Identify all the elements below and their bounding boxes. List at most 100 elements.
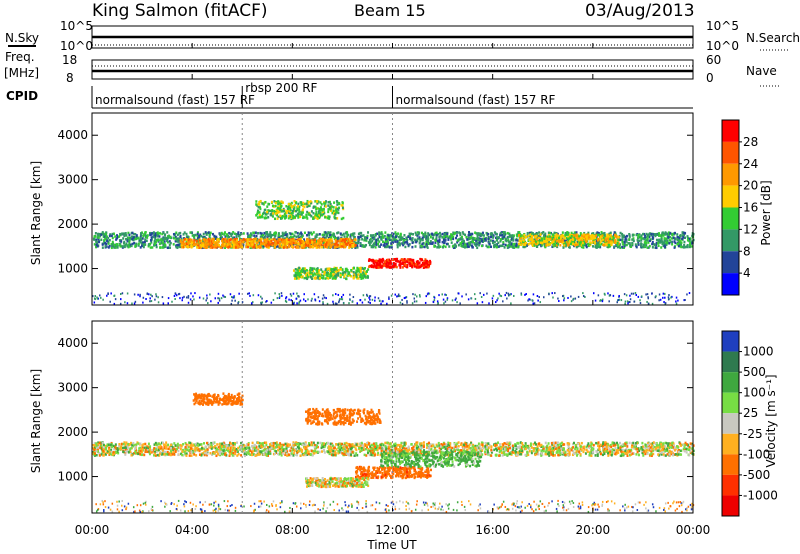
echo-pixel [533, 241, 536, 245]
echo-pixel [471, 232, 474, 236]
echo-pixel [149, 239, 152, 242]
echo-pixel [211, 241, 214, 245]
echo-pixel [324, 216, 327, 219]
echo-pixel [535, 234, 538, 238]
echo-pixel [220, 231, 223, 235]
echo-pixel [261, 244, 264, 248]
noise-pixel [582, 295, 585, 298]
noise-pixel [209, 293, 211, 296]
noise-pixel [377, 297, 380, 300]
echo-pixel [418, 231, 421, 235]
noise-pixel [563, 297, 566, 300]
echo-pixel [510, 243, 513, 246]
echo-pixel [453, 246, 456, 249]
echo-pixel [316, 201, 319, 205]
echo-pixel [383, 244, 386, 247]
echo-pixel [236, 239, 239, 242]
noise-pixel [280, 292, 283, 295]
echo-pixel [593, 236, 596, 240]
echo-pixel [246, 232, 249, 235]
echo-pixel [502, 233, 505, 236]
echo-pixel [548, 235, 551, 238]
echo-pixel [232, 240, 235, 243]
noise-pixel [231, 299, 233, 302]
echo-pixel [491, 241, 494, 245]
echo-pixel [267, 216, 270, 219]
echo-pixel [575, 245, 578, 249]
echo-pixel [438, 235, 441, 239]
echo-pixel [261, 202, 264, 205]
echo-pixel [380, 232, 383, 236]
echo-pixel [327, 208, 330, 211]
echo-pixel [227, 246, 230, 249]
noise-pixel [601, 298, 604, 301]
echo-pixel [561, 238, 564, 242]
echo-pixel [225, 244, 228, 247]
echo-pixel [335, 208, 338, 211]
echo-pixel [599, 237, 602, 240]
echo-pixel [237, 244, 240, 248]
echo-pixel [105, 245, 108, 248]
echo-pixel [404, 241, 407, 244]
echo-pixel [446, 232, 449, 236]
noise-pixel [187, 295, 190, 298]
noise-pixel [230, 296, 233, 299]
echo-pixel [561, 231, 564, 234]
echo-pixel [562, 241, 565, 244]
echo-pixel [409, 234, 412, 237]
echo-pixel [410, 259, 413, 262]
echo-pixel [100, 238, 103, 242]
echo-pixel [637, 234, 640, 237]
noise-pixel [125, 508, 127, 511]
echo-pixel [510, 235, 513, 238]
echo-pixel [187, 241, 190, 244]
echo-pixel [580, 236, 583, 240]
echo-pixel [519, 234, 522, 238]
echo-pixel [487, 237, 490, 241]
echo-pixel [610, 236, 613, 240]
noise-pixel [624, 302, 626, 305]
echo-pixel [524, 244, 527, 248]
echo-pixel [461, 244, 464, 247]
echo-pixel [139, 241, 142, 244]
echo-pixel [403, 257, 406, 261]
echo-pixel [318, 233, 321, 236]
echo-pixel [355, 241, 358, 245]
echo-pixel [213, 246, 216, 249]
echo-pixel [130, 244, 133, 248]
echo-pixel [676, 233, 679, 236]
noise-pixel [229, 504, 232, 507]
echo-pixel [421, 245, 424, 248]
echo-pixel [606, 237, 609, 240]
echo-pixel [306, 239, 309, 242]
echo-pixel [307, 244, 310, 247]
echo-pixel [306, 199, 309, 203]
echo-pixel [303, 238, 306, 241]
echo-pixel [407, 235, 410, 239]
echo-pixel [374, 246, 377, 249]
noise-pixel [230, 302, 233, 305]
echo-pixel [544, 232, 547, 236]
echo-pixel [249, 239, 252, 243]
echo-pixel [189, 240, 192, 244]
echo-pixel [343, 275, 346, 278]
echo-pixel [227, 242, 230, 245]
echo-pixel [299, 215, 302, 218]
echo-pixel [348, 243, 351, 247]
echo-pixel [572, 234, 575, 237]
echo-pixel [318, 246, 321, 249]
echo-pixel [104, 237, 107, 241]
power-colorbar-label: Power [dB] [759, 180, 773, 245]
noise-pixel [252, 294, 255, 297]
echo-pixel [502, 241, 505, 244]
noise-pixel [627, 302, 629, 305]
echo-pixel [662, 241, 665, 245]
noise-pixel [530, 504, 532, 507]
noise-pixel [531, 299, 533, 302]
echo-pixel [135, 234, 138, 237]
echo-pixel [491, 239, 494, 243]
noise-pixel [446, 298, 449, 301]
echo-pixel [373, 262, 376, 266]
echo-pixel [370, 258, 373, 262]
echo-pixel [437, 232, 440, 236]
